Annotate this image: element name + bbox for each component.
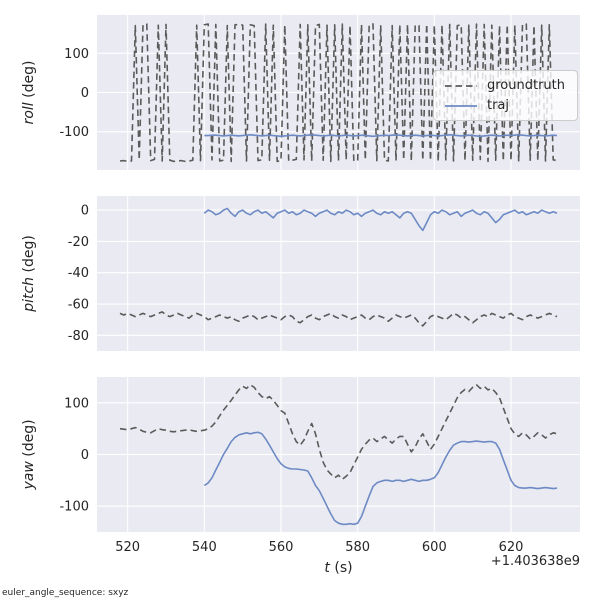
series-groundtruth [119, 311, 558, 327]
y-axis-label: yaw (deg) [21, 419, 37, 490]
series-traj [203, 207, 558, 232]
y-tick-label: 0 [81, 448, 89, 463]
y-tick-label: -100 [59, 500, 89, 515]
y-tick-label: -60 [68, 298, 89, 313]
y-axis-label: roll (deg) [21, 61, 37, 125]
x-tick-label: 520 [115, 540, 140, 555]
series-traj [203, 431, 558, 526]
x-axis-offset-text: +1.403638e9 [491, 554, 580, 569]
legend-item-traj: traj [444, 99, 565, 112]
x-tick-label: 540 [192, 540, 217, 555]
legend-item-groundtruth: groundtruth [444, 79, 565, 92]
y-tick-label: -40 [68, 266, 89, 281]
x-axis-label: t (s) [324, 560, 352, 576]
dashed-line-sample [444, 84, 477, 87]
solid-line-sample [444, 104, 477, 107]
x-tick-label: 560 [269, 540, 294, 555]
y-tick-label: -20 [68, 235, 89, 250]
x-tick-label: 620 [499, 540, 524, 555]
y-tick-label: 0 [81, 204, 89, 219]
legend: groundtruth traj [432, 70, 578, 121]
legend-label-groundtruth: groundtruth [486, 78, 565, 93]
series-groundtruth [119, 23, 558, 163]
series-groundtruth [119, 383, 558, 481]
y-tick-label: 0 [81, 86, 89, 101]
legend-label-traj: traj [486, 98, 510, 113]
y-tick-label: 100 [64, 396, 89, 411]
x-tick-label: 580 [345, 540, 370, 555]
y-tick-label: 100 [64, 47, 89, 62]
y-axis-label: pitch (deg) [21, 235, 37, 313]
y-tick-label: -100 [59, 125, 89, 140]
series-traj [204, 134, 558, 138]
x-tick-label: 600 [422, 540, 447, 555]
axes-background [97, 196, 580, 351]
euler-sequence-note: euler_angle_sequence: sxyz [2, 588, 129, 598]
y-tick-label: -80 [68, 329, 89, 344]
